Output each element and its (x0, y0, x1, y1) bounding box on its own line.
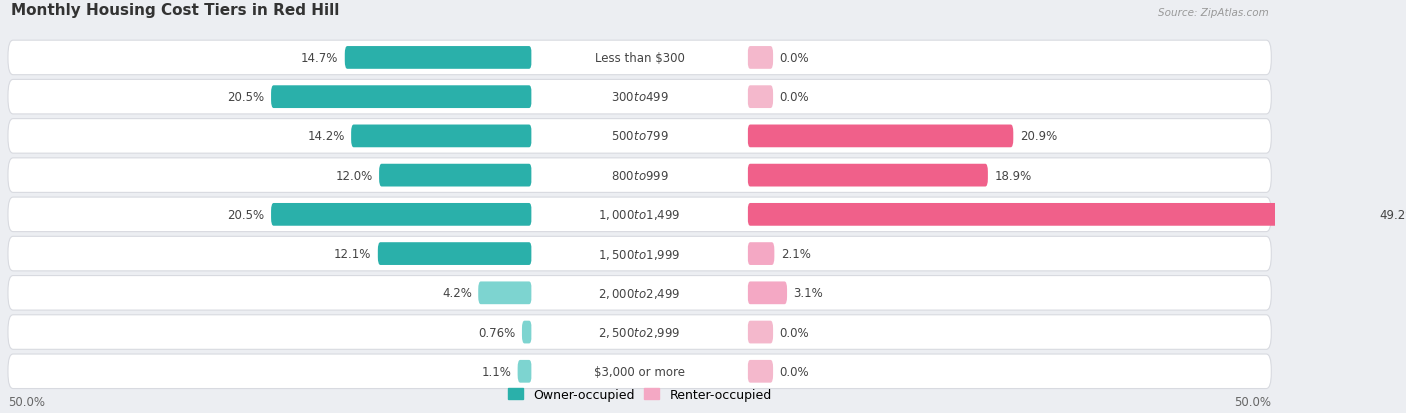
FancyBboxPatch shape (748, 86, 773, 109)
Text: $800 to $999: $800 to $999 (610, 169, 668, 182)
FancyBboxPatch shape (531, 45, 748, 71)
FancyBboxPatch shape (344, 47, 531, 70)
FancyBboxPatch shape (8, 237, 1271, 271)
Text: Monthly Housing Cost Tiers in Red Hill: Monthly Housing Cost Tiers in Red Hill (10, 3, 339, 18)
FancyBboxPatch shape (531, 358, 748, 385)
FancyBboxPatch shape (8, 315, 1271, 349)
Text: $300 to $499: $300 to $499 (610, 91, 668, 104)
Text: 20.5%: 20.5% (228, 91, 264, 104)
Text: 20.5%: 20.5% (228, 208, 264, 221)
Text: 3.1%: 3.1% (793, 287, 823, 299)
FancyBboxPatch shape (531, 280, 748, 306)
Text: 14.2%: 14.2% (308, 130, 344, 143)
FancyBboxPatch shape (748, 204, 1374, 226)
Text: 0.0%: 0.0% (779, 52, 808, 65)
Text: 2.1%: 2.1% (780, 247, 811, 261)
Text: 50.0%: 50.0% (8, 395, 45, 408)
FancyBboxPatch shape (8, 197, 1271, 232)
FancyBboxPatch shape (531, 319, 748, 345)
FancyBboxPatch shape (8, 354, 1271, 389)
FancyBboxPatch shape (748, 360, 773, 383)
Text: 0.0%: 0.0% (779, 365, 808, 378)
Text: Source: ZipAtlas.com: Source: ZipAtlas.com (1159, 8, 1268, 18)
Text: 0.76%: 0.76% (478, 326, 516, 339)
Text: 14.7%: 14.7% (301, 52, 339, 65)
Text: $500 to $799: $500 to $799 (610, 130, 668, 143)
Text: $2,000 to $2,499: $2,000 to $2,499 (599, 286, 681, 300)
FancyBboxPatch shape (378, 242, 531, 265)
Text: Less than $300: Less than $300 (595, 52, 685, 65)
FancyBboxPatch shape (748, 164, 988, 187)
Text: $1,500 to $1,999: $1,500 to $1,999 (599, 247, 681, 261)
FancyBboxPatch shape (8, 159, 1271, 193)
Text: 0.0%: 0.0% (779, 91, 808, 104)
FancyBboxPatch shape (517, 360, 531, 383)
FancyBboxPatch shape (748, 242, 775, 265)
Text: 50.0%: 50.0% (1234, 395, 1271, 408)
FancyBboxPatch shape (8, 80, 1271, 115)
FancyBboxPatch shape (271, 86, 531, 109)
Text: 4.2%: 4.2% (441, 287, 472, 299)
FancyBboxPatch shape (748, 321, 773, 344)
Text: 20.9%: 20.9% (1019, 130, 1057, 143)
FancyBboxPatch shape (531, 241, 748, 267)
Text: 0.0%: 0.0% (779, 326, 808, 339)
FancyBboxPatch shape (531, 85, 748, 110)
FancyBboxPatch shape (380, 164, 531, 187)
Text: 1.1%: 1.1% (481, 365, 512, 378)
Legend: Owner-occupied, Renter-occupied: Owner-occupied, Renter-occupied (503, 383, 776, 406)
FancyBboxPatch shape (531, 202, 748, 228)
FancyBboxPatch shape (8, 119, 1271, 154)
Text: $2,500 to $2,999: $2,500 to $2,999 (599, 325, 681, 339)
FancyBboxPatch shape (478, 282, 531, 304)
FancyBboxPatch shape (352, 125, 531, 148)
FancyBboxPatch shape (522, 321, 531, 344)
Text: 12.1%: 12.1% (335, 247, 371, 261)
FancyBboxPatch shape (748, 47, 773, 70)
FancyBboxPatch shape (271, 204, 531, 226)
FancyBboxPatch shape (531, 163, 748, 189)
FancyBboxPatch shape (8, 276, 1271, 310)
FancyBboxPatch shape (531, 123, 748, 150)
Text: 12.0%: 12.0% (336, 169, 373, 182)
Text: 18.9%: 18.9% (994, 169, 1032, 182)
Text: $1,000 to $1,499: $1,000 to $1,499 (599, 208, 681, 222)
FancyBboxPatch shape (748, 125, 1014, 148)
Text: $3,000 or more: $3,000 or more (595, 365, 685, 378)
Text: 49.2%: 49.2% (1379, 208, 1406, 221)
FancyBboxPatch shape (748, 282, 787, 304)
FancyBboxPatch shape (8, 41, 1271, 76)
